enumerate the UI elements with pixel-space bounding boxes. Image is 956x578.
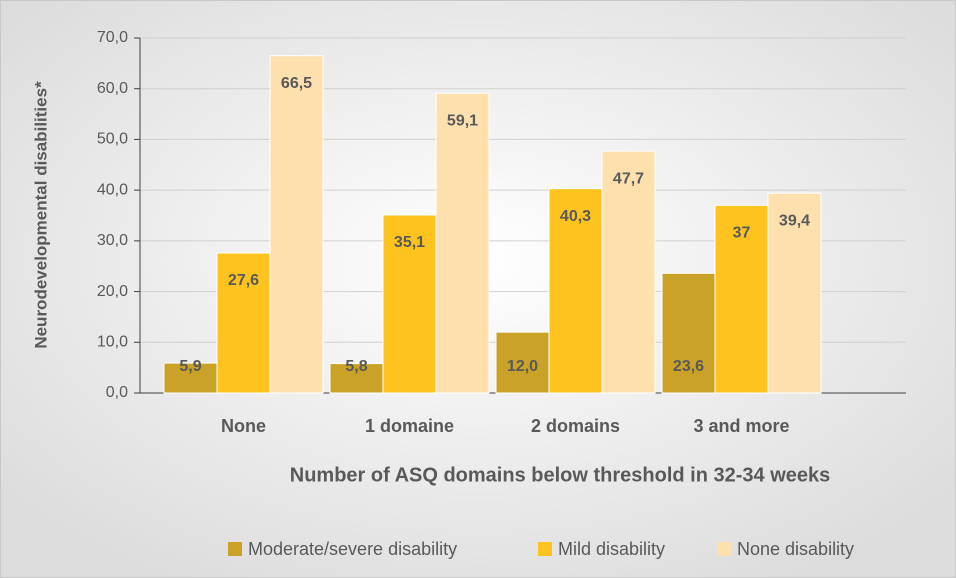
y-tick-label: 0,0	[106, 384, 128, 401]
x-tick-label: None	[221, 416, 266, 436]
data-label: 27,6	[228, 272, 259, 289]
data-label: 5,9	[179, 358, 201, 375]
data-label: 35,1	[394, 234, 425, 251]
legend-label: Moderate/severe disability	[248, 539, 457, 559]
bar	[435, 92, 490, 394]
bar	[767, 192, 822, 394]
y-tick-label: 20,0	[97, 283, 128, 300]
legend-swatch	[538, 542, 552, 556]
bar	[216, 252, 271, 394]
legend-label: None disability	[737, 539, 854, 559]
x-tick-label: 2 domains	[531, 416, 620, 436]
data-label: 12,0	[507, 358, 538, 375]
bar	[329, 363, 384, 394]
y-axis-title: Neurodevelopmental disabilities*	[31, 81, 50, 349]
x-tick-label: 3 and more	[693, 416, 789, 436]
legend-label: Mild disability	[558, 539, 665, 559]
legend-swatch	[717, 542, 731, 556]
y-tick-label: 70,0	[97, 29, 128, 46]
legend-swatch	[228, 542, 242, 556]
x-axis-title: Number of ASQ domains below threshold in…	[290, 464, 831, 486]
bar	[495, 331, 550, 394]
y-tick-label: 30,0	[97, 232, 128, 249]
y-tick-label: 10,0	[97, 334, 128, 351]
data-label: 37	[733, 225, 751, 242]
bar	[269, 55, 324, 394]
data-label: 40,3	[560, 208, 591, 225]
x-tick-label: 1 domaine	[365, 416, 454, 436]
y-tick-label: 50,0	[97, 131, 128, 148]
data-label: 47,7	[613, 170, 644, 187]
data-label: 66,5	[281, 75, 312, 92]
bar	[661, 272, 716, 394]
data-label: 39,4	[779, 212, 810, 229]
data-label: 59,1	[447, 112, 478, 129]
bar	[548, 188, 603, 394]
bar	[601, 150, 656, 394]
data-label: 5,8	[345, 358, 367, 375]
y-tick-label: 60,0	[97, 80, 128, 97]
bar	[163, 362, 218, 394]
y-tick-label: 40,0	[97, 181, 128, 198]
data-label: 23,6	[673, 358, 704, 375]
